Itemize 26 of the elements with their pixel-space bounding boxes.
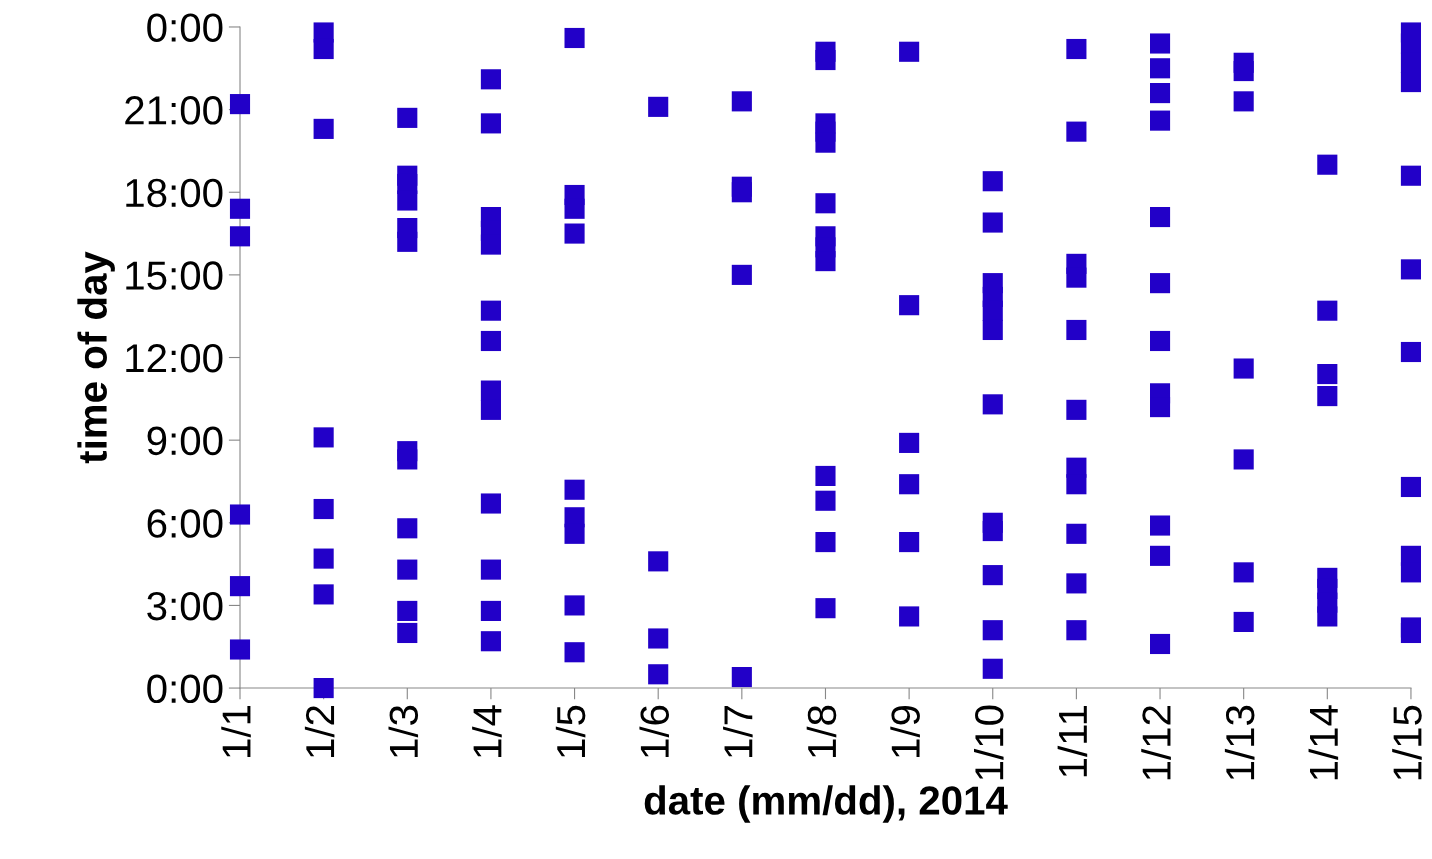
x-tick-label: 1/12 xyxy=(1141,706,1171,780)
x-tick-label: 1/14 xyxy=(1308,705,1339,780)
x-tick-label: 1/6 xyxy=(639,705,670,757)
y-tick-label: 18:00 xyxy=(126,178,223,208)
y-tick-label: 0:00 xyxy=(147,674,223,704)
x-axis-title: date (mm/dd), 2014 xyxy=(644,785,1008,823)
x-tick-label: 1/7 xyxy=(723,706,753,757)
x-tick-label: 1/5 xyxy=(555,705,586,757)
y-tick-label: 6:00 xyxy=(147,509,223,538)
y-tick-label: 0:00 xyxy=(147,13,223,42)
x-tick-label: 1/4 xyxy=(472,705,502,757)
x-tick-label: 1/3 xyxy=(388,705,419,757)
x-tick-label: 1/9 xyxy=(890,705,920,757)
x-tick-label: 1/2 xyxy=(304,706,335,757)
x-tick-label: 1/10 xyxy=(973,705,1004,780)
y-tick-label: 12:00 xyxy=(126,343,223,373)
x-tick-label: 1/15 xyxy=(1392,705,1422,780)
y-tick-label: 15:00 xyxy=(126,261,223,290)
y-tick-label: 9:00 xyxy=(147,426,223,456)
x-tick-label: 1/8 xyxy=(806,705,837,757)
x-tick-label: 1/13 xyxy=(1224,705,1255,780)
x-tick-label: 1/1 xyxy=(221,705,251,757)
x-tick-label: 1/11 xyxy=(1057,705,1088,777)
y-tick-label: 21:00 xyxy=(125,96,223,125)
y-tick-label: 3:00 xyxy=(147,591,223,621)
y-axis-title: time of day xyxy=(77,251,115,464)
